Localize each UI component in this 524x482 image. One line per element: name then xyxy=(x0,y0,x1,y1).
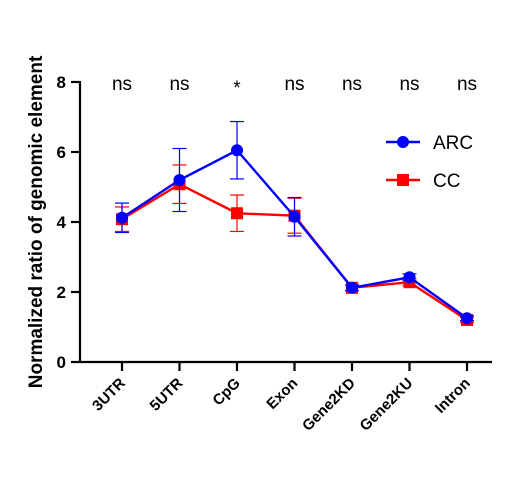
y-tick-label-8: 8 xyxy=(57,73,66,92)
x-tick-label-3UTR: 3UTR xyxy=(89,375,129,415)
significance-mark-3UTR: ns xyxy=(112,74,132,95)
x-tick-label-Gene2KD: Gene2KD xyxy=(299,375,359,435)
legend-marker-CC xyxy=(397,174,409,186)
y-tick-label-2: 2 xyxy=(57,283,66,302)
legend-label-CC: CC xyxy=(433,171,460,192)
axes xyxy=(78,81,492,364)
series-layer xyxy=(115,120,474,326)
y-tick-label-0: 0 xyxy=(57,353,66,372)
significance-mark-Exon: ns xyxy=(284,74,304,95)
legend-marker-ARC xyxy=(397,136,409,148)
legend-entry-CC: CC xyxy=(386,171,460,192)
significance-mark-Gene2KU: ns xyxy=(399,74,419,95)
significance-mark-5UTR: ns xyxy=(169,74,189,95)
point-ARC-CpG xyxy=(231,144,243,157)
y-tick-label-6: 6 xyxy=(57,143,66,162)
x-tick-label-Intron: Intron xyxy=(432,375,474,417)
x-tick-label-Exon: Exon xyxy=(263,375,301,413)
significance-mark-Gene2KD: ns xyxy=(342,74,362,95)
y-ticks: 0 2 4 6 8 xyxy=(57,73,80,372)
x-tick-label-5UTR: 5UTR xyxy=(147,375,187,415)
point-ARC-5UTR xyxy=(173,174,186,186)
point-ARC-3UTR xyxy=(116,211,128,224)
significance-marks: ns ns * ns ns ns ns xyxy=(112,74,477,99)
legend-label-ARC: ARC xyxy=(433,133,473,154)
y-axis-label: Normalized ratio of genomic element xyxy=(26,55,47,388)
x-tick-label-CpG: CpG xyxy=(209,375,243,409)
series-CC xyxy=(115,164,474,326)
point-ARC-Gene2KU xyxy=(403,271,416,284)
legend: ARC CC xyxy=(386,133,473,192)
point-ARC-Gene2KD xyxy=(346,281,358,294)
legend-entry-ARC: ARC xyxy=(386,133,473,154)
x-tick-label-Gene2KU: Gene2KU xyxy=(357,375,417,435)
significance-mark-CpG: * xyxy=(233,78,241,99)
series-ARC xyxy=(115,120,474,325)
y-tick-label-4: 4 xyxy=(57,213,67,232)
point-ARC-Exon xyxy=(288,210,301,223)
point-CC-CpG xyxy=(231,207,243,220)
point-ARC-Intron xyxy=(461,312,473,325)
significance-mark-Intron: ns xyxy=(457,74,477,95)
